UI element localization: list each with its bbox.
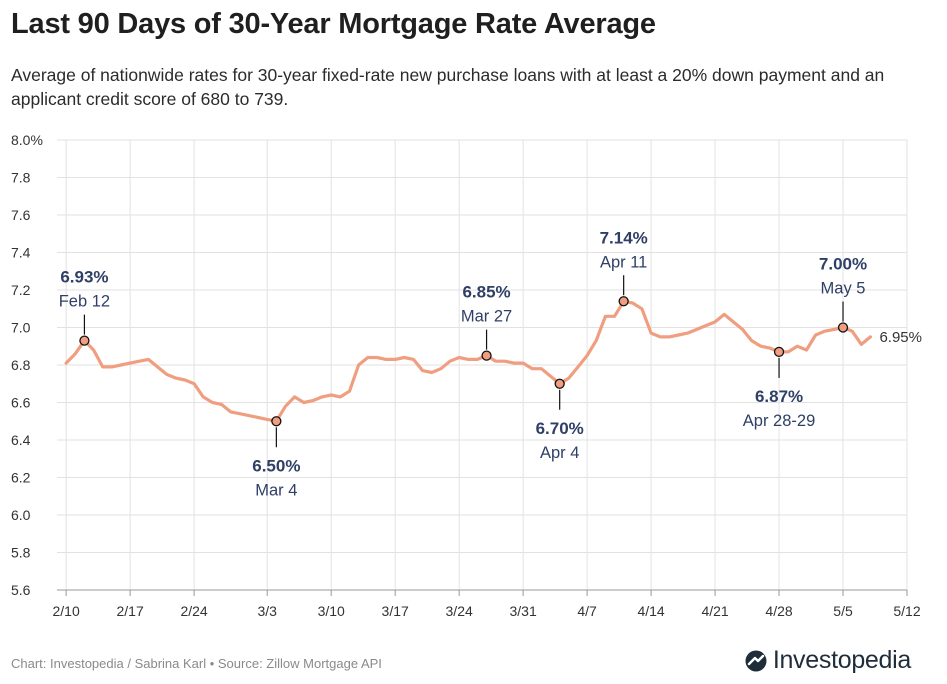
brand-name: Investopedia [772,646,911,674]
x-tick-label: 2/24 [180,603,207,619]
y-tick-label: 7.0 [11,320,31,336]
annotation-date: Feb 12 [59,293,110,311]
grid-lines [57,139,908,596]
x-tick-label: 2/10 [53,603,80,619]
y-tick-label: 6.8 [11,357,31,373]
y-tick-label: 6.0 [11,507,31,523]
x-tick-label: 5/12 [893,603,920,619]
end-value-label: 6.95% [879,329,922,346]
brand-logo[interactable]: Investopedia [745,646,911,675]
annotation-value: 7.00% [819,255,867,274]
chart-title: Last 90 Days of 30-Year Mortgage Rate Av… [11,8,656,40]
y-tick-label: 6.6 [11,395,31,411]
y-tick-label: 7.2 [11,282,31,298]
data-point-marker [554,378,565,389]
chart-credit: Chart: Investopedia / Sabrina Karl • Sou… [11,656,382,671]
y-tick-label: 6.2 [11,470,31,486]
data-point-marker [773,346,785,358]
x-tick-label: 4/28 [765,603,792,619]
y-tick-label: 7.8 [11,170,31,186]
x-tick-label: 5/5 [833,603,853,619]
series-line [64,299,872,423]
x-tick-label: 3/3 [257,603,277,619]
annotation-value: 6.50% [252,456,300,475]
annotation-date: May 5 [821,280,866,298]
data-point-marker [837,322,849,333]
y-tick-label: 8.0% [11,132,43,148]
annotation-date: Mar 27 [461,308,512,326]
x-tick-label: 4/14 [637,603,664,619]
annotation-date: Apr 28-29 [743,412,815,430]
x-tick-label: 3/17 [382,603,409,619]
x-tick-label: 3/31 [510,603,537,619]
data-point-marker [618,296,629,307]
y-tick-label: 7.6 [11,207,31,223]
investopedia-logo-icon [745,650,767,671]
annotation-value: 6.87% [755,387,803,406]
x-tick-label: 4/7 [577,603,597,619]
annotation-date: Mar 4 [255,481,297,499]
data-point-marker [79,335,90,346]
annotation-value: 6.85% [462,283,510,302]
x-tick-label: 2/17 [116,603,143,619]
annotation-date: Apr 11 [600,253,647,271]
annotation-value: 7.14% [600,228,648,247]
x-tick-label: 3/24 [446,603,473,619]
axis-labels: 8.0% 7.8 7.6 7.4 7.2 7.0 6.8 6.6 6.4 6.2 6.0 5.8 5.6… [11,132,921,619]
x-tick-label: 4/21 [701,603,728,619]
y-tick-label: 7.4 [11,245,31,261]
data-point-marker [481,350,492,361]
chart-subtitle: Average of nationwide rates for 30-year … [11,65,885,109]
data-point-marker [271,416,282,427]
annotation-date: Apr 4 [540,444,579,462]
annotation-value: 6.70% [536,419,584,438]
y-tick-label: 6.4 [11,432,31,448]
y-tick-label: 5.6 [11,582,31,598]
series-layer [64,299,872,423]
x-tick-label: 3/10 [318,603,345,619]
annotations: 6.93% Feb 12 6.50% Mar 4 6.85% Mar 27 6.70% Apr… [59,228,922,499]
y-tick-label: 5.8 [11,545,31,561]
mortgage-rate-chart: 8.0% 7.8 7.6 7.4 7.2 7.0 6.8 6.6 6.4 6.2 6.0 5.8 5.6… [11,132,922,619]
annotation-value: 6.93% [60,268,108,287]
